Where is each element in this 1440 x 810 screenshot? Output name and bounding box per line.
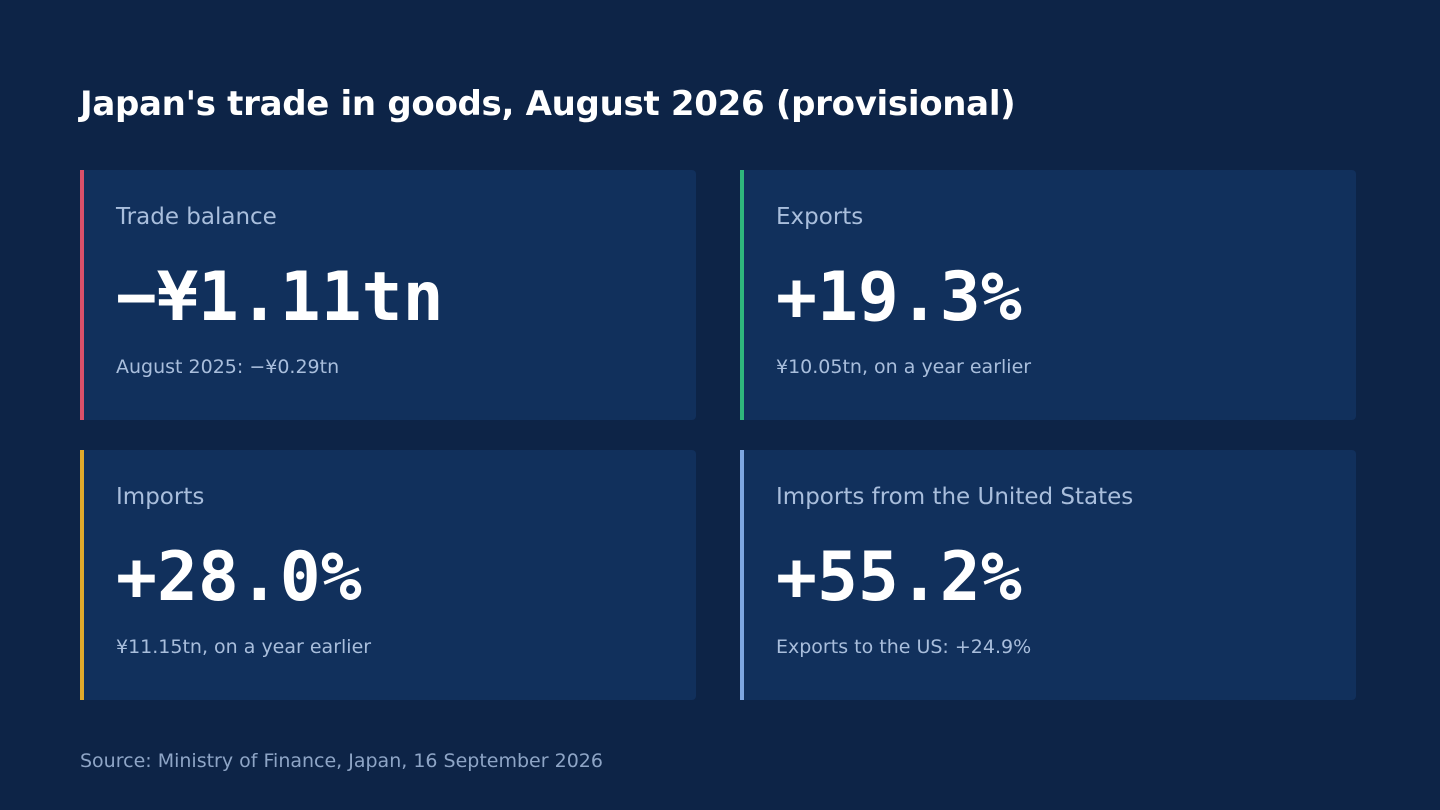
stat-card: Trade balance −¥1.11tn August 2025: −¥0.29… — [80, 170, 696, 420]
stat-note: August 2025: −¥0.29tn — [116, 356, 340, 378]
stat-note: ¥10.05tn, on a year earlier — [776, 356, 1032, 378]
stat-label: Trade balance — [116, 204, 277, 230]
stat-card: Exports +19.3% ¥10.05tn, on a year earlier — [740, 170, 1356, 420]
stat-label: Imports — [116, 484, 205, 510]
stat-value: +28.0% — [116, 538, 362, 617]
title: Japan's trade in goods, August 2026 (pro… — [80, 84, 1016, 124]
stat-label: Exports — [776, 204, 864, 230]
stat-note: ¥11.15tn, on a year earlier — [116, 636, 372, 658]
stat-value: −¥1.11tn — [116, 258, 444, 337]
source: Source: Ministry of Finance, Japan, 16 S… — [80, 750, 603, 772]
stat-card: Imports +28.0% ¥11.15tn, on a year earlier — [80, 450, 696, 700]
stat-card: Imports from the United States +55.2% Expo… — [740, 450, 1356, 700]
stat-value: +55.2% — [776, 538, 1022, 617]
stat-label: Imports from the United States — [776, 484, 1134, 510]
stat-note: Exports to the US: +24.9% — [776, 636, 1032, 658]
stat-value: +19.3% — [776, 258, 1022, 337]
